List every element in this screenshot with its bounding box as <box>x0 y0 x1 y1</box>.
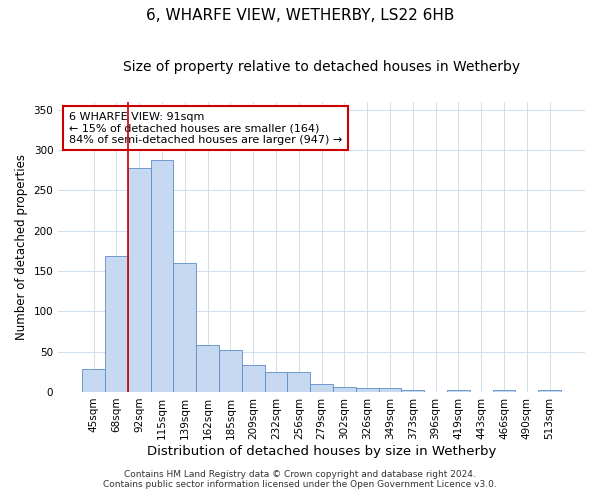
Bar <box>333 387 356 392</box>
Bar <box>242 366 265 392</box>
Y-axis label: Number of detached properties: Number of detached properties <box>15 154 28 340</box>
Bar <box>287 372 310 392</box>
Bar <box>447 390 470 392</box>
Bar <box>401 390 424 392</box>
Bar <box>82 370 105 392</box>
Bar <box>493 390 515 392</box>
Bar <box>128 168 151 392</box>
Text: 6, WHARFE VIEW, WETHERBY, LS22 6HB: 6, WHARFE VIEW, WETHERBY, LS22 6HB <box>146 8 454 22</box>
Text: 6 WHARFE VIEW: 91sqm
← 15% of detached houses are smaller (164)
84% of semi-deta: 6 WHARFE VIEW: 91sqm ← 15% of detached h… <box>69 112 342 145</box>
Bar <box>379 388 401 392</box>
Bar <box>105 256 128 392</box>
Bar <box>219 350 242 392</box>
Text: Contains HM Land Registry data © Crown copyright and database right 2024.
Contai: Contains HM Land Registry data © Crown c… <box>103 470 497 489</box>
Bar <box>196 345 219 392</box>
Bar <box>538 390 561 392</box>
X-axis label: Distribution of detached houses by size in Wetherby: Distribution of detached houses by size … <box>147 444 496 458</box>
Bar <box>356 388 379 392</box>
Bar <box>265 372 287 392</box>
Bar <box>173 263 196 392</box>
Bar <box>310 384 333 392</box>
Bar <box>151 160 173 392</box>
Title: Size of property relative to detached houses in Wetherby: Size of property relative to detached ho… <box>123 60 520 74</box>
